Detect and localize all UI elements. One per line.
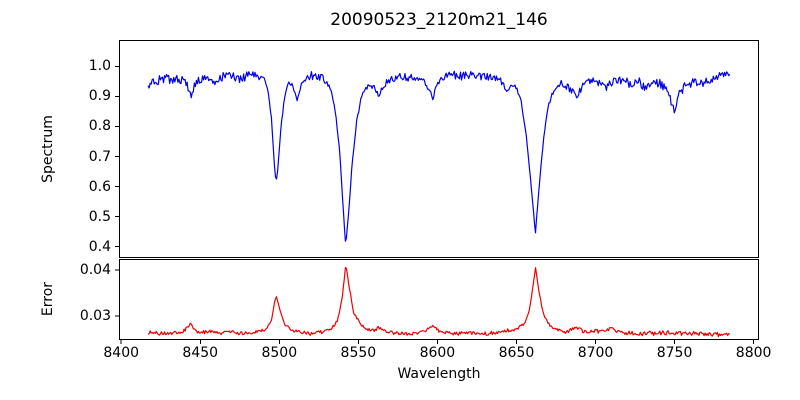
y-tick-label-top: 0.4 (88, 238, 111, 255)
x-tick-label: 8800 (735, 345, 772, 361)
x-tick-label: 8400 (103, 345, 140, 361)
bottom-axes-spines (119, 259, 759, 340)
x-tick-label: 8650 (498, 345, 535, 361)
y-tick-label-bottom: 0.04 (79, 262, 111, 279)
top-axes-spines (119, 40, 759, 258)
x-tick-label: 8500 (261, 345, 298, 361)
y-tick-label-top: 0.6 (88, 178, 111, 195)
x-tick-label: 8550 (340, 345, 377, 361)
plot-title: 20090523_2120m21_146 (330, 10, 548, 30)
x-tick-label: 8750 (656, 345, 693, 361)
spectrum-line (147, 70, 731, 242)
y-axis-label-error: Error (40, 281, 56, 317)
x-tick-label: 8600 (419, 345, 456, 361)
x-tick-label: 8450 (182, 345, 219, 361)
y-tick-label-top: 0.7 (88, 148, 111, 165)
x-axis-label: Wavelength (397, 366, 481, 382)
y-tick-label-bottom: 0.03 (79, 308, 111, 325)
y-tick-label-top: 1.0 (88, 58, 111, 75)
y-tick-label-top: 0.5 (88, 208, 111, 225)
y-tick-label-top: 0.9 (88, 88, 111, 105)
y-tick-label-top: 0.8 (88, 118, 111, 135)
error-line (147, 266, 730, 338)
y-axis-label-spectrum: Spectrum (40, 115, 56, 183)
x-tick-label: 8700 (577, 345, 614, 361)
